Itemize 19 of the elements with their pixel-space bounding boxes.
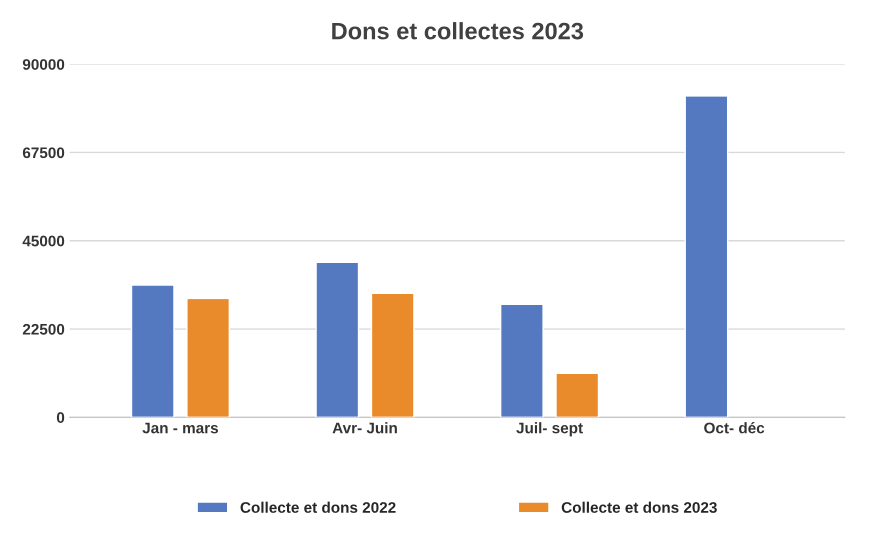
x-tick-label: Juil- sept [516, 422, 583, 436]
chart-title: Dons et collectes 2023 [332, 22, 584, 40]
legend-label: Collecte et dons 2022 [240, 502, 396, 513]
x-tick-label: Oct- déc [704, 422, 764, 434]
bar [500, 304, 544, 418]
y-tick-label: 90000 [22, 59, 64, 70]
bar [315, 262, 360, 418]
y-tick-label: 22500 [22, 324, 64, 335]
x-tick-label: Avr- Juin [332, 422, 397, 434]
bar [684, 95, 728, 418]
bar [370, 292, 415, 418]
y-tick-label: 45000 [22, 236, 64, 246]
x-tick-label: Jan - mars [142, 422, 218, 434]
bar [130, 284, 175, 418]
bar [186, 298, 230, 418]
y-tick-label: 67500 [22, 147, 64, 158]
y-tick-label: 0 [56, 412, 64, 423]
bar [555, 372, 600, 418]
legend-label: Collecte et dons 2023 [562, 502, 717, 513]
